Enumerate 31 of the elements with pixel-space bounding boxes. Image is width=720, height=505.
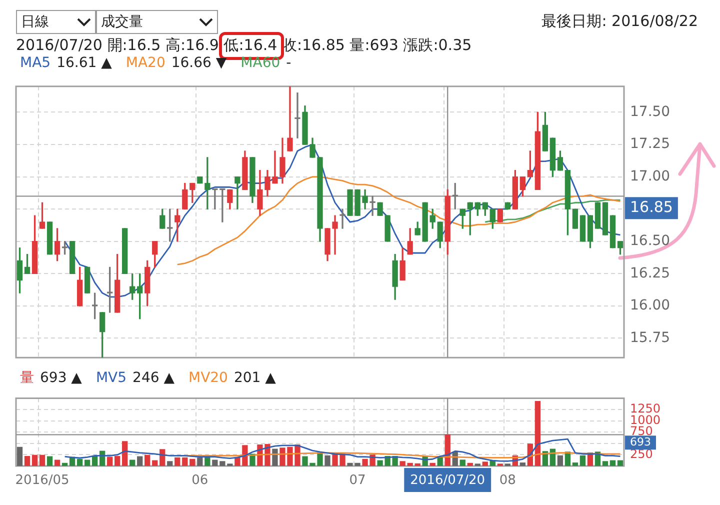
text: 量: [20, 370, 34, 386]
chart-title: 最後日期: 2016/08/22: [542, 12, 698, 31]
text: 16.66 ▼: [171, 55, 227, 71]
y-tick-label: 750: [630, 424, 653, 438]
y-tick-label: 16.50: [630, 233, 670, 250]
text: 成交量: [101, 13, 143, 31]
y-tick-label: 15.75: [630, 330, 670, 346]
text: MA20: [126, 55, 166, 71]
x-tick-label: 2016/07/20: [410, 473, 486, 488]
text: 16.61 ▲: [56, 55, 112, 71]
text: -: [286, 55, 292, 71]
y-tick-label: 17.25: [630, 136, 670, 152]
y-tick-label: 17.00: [630, 168, 670, 184]
text: MA5: [20, 55, 51, 71]
text: 693 ▲: [40, 370, 82, 386]
x-tick-label: 2016/05: [15, 473, 70, 488]
ref-line-label: 16.85: [630, 198, 673, 216]
x-tick-label: 07: [349, 473, 366, 488]
y-tick-label: 250: [630, 446, 653, 461]
ref-line-label: 693: [630, 436, 651, 449]
text: MA60: [240, 55, 280, 71]
x-tick-label: 06: [192, 473, 208, 488]
y-tick-label: 16.25: [630, 265, 670, 282]
x-tick-label: 08: [499, 473, 516, 488]
text: 日線: [21, 13, 49, 31]
text: MV20: [188, 370, 228, 386]
y-tick-label: 16.00: [630, 298, 670, 314]
y-tick-label: 17.50: [630, 104, 670, 120]
text: 246 ▲: [132, 370, 174, 386]
text: 201 ▲: [234, 370, 276, 386]
text: MV5: [96, 370, 127, 386]
